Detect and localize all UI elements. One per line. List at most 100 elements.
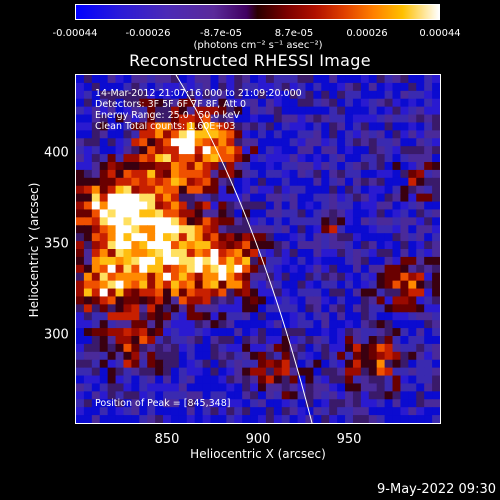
- heatmap-pixel: [242, 264, 251, 274]
- heatmap-pixel: [242, 407, 251, 416]
- heatmap-pixel: [115, 391, 125, 400]
- heatmap-pixel: [337, 320, 346, 329]
- heatmap-pixel: [376, 280, 386, 290]
- heatmap-pixel: [107, 177, 117, 187]
- heatmap-pixel: [376, 336, 386, 345]
- heatmap-pixel: [234, 162, 243, 171]
- heatmap-pixel: [131, 383, 140, 392]
- heatmap-pixel: [210, 75, 220, 84]
- heatmap-pixel: [210, 312, 220, 321]
- heatmap-pixel: [416, 304, 425, 313]
- heatmap-pixel: [424, 399, 433, 408]
- heatmap-pixel: [281, 130, 291, 139]
- heatmap-pixel: [226, 375, 235, 385]
- heatmap-pixel: [424, 264, 433, 274]
- heatmap-pixel: [99, 343, 109, 353]
- heatmap-pixel: [76, 399, 85, 408]
- heatmap-pixel: [234, 280, 243, 290]
- heatmap-pixel: [352, 296, 362, 305]
- heatmap-pixel: [226, 82, 235, 92]
- heatmap-pixel: [258, 75, 267, 84]
- heatmap-pixel: [242, 233, 251, 242]
- heatmap-pixel: [139, 407, 148, 416]
- heatmap-pixel: [392, 154, 402, 163]
- heatmap-pixel: [376, 82, 386, 92]
- heatmap-pixel: [313, 146, 322, 155]
- heatmap-pixel: [416, 193, 425, 203]
- heatmap-pixel: [186, 98, 196, 108]
- heatmap-pixel: [170, 185, 180, 195]
- heatmap-pixel: [194, 98, 204, 108]
- heatmap-pixel: [384, 367, 394, 377]
- heatmap-pixel: [345, 154, 354, 163]
- heatmap-pixel: [258, 304, 267, 313]
- heatmap-pixel: [384, 288, 394, 298]
- heatmap-pixel: [123, 201, 132, 211]
- heatmap-pixel: [313, 122, 322, 131]
- heatmap-pixel: [242, 146, 251, 155]
- heatmap-pixel: [424, 415, 433, 423]
- heatmap-pixel: [352, 225, 362, 234]
- heatmap-pixel: [337, 193, 346, 203]
- heatmap-pixel: [242, 336, 251, 345]
- heatmap-pixel: [337, 90, 346, 100]
- heatmap-pixel: [281, 75, 291, 84]
- heatmap-pixel: [91, 383, 101, 392]
- y-tick-label: 300: [44, 327, 69, 343]
- heatmap-pixel: [416, 415, 425, 423]
- heatmap-pixel: [107, 383, 117, 392]
- heatmap-pixel: [170, 122, 180, 131]
- heatmap-pixel: [242, 130, 251, 139]
- heatmap-pixel: [218, 241, 227, 250]
- heatmap-pixel: [400, 130, 409, 139]
- heatmap-pixel: [147, 233, 156, 242]
- heatmap-pixel: [424, 336, 433, 345]
- heatmap-pixel: [337, 407, 346, 416]
- heatmap-pixel: [281, 288, 291, 298]
- heatmap-pixel: [432, 296, 440, 305]
- heatmap-pixel: [147, 280, 156, 290]
- heatmap-pixel: [107, 201, 117, 211]
- heatmap-pixel: [376, 75, 386, 84]
- heatmap-pixel: [408, 82, 417, 92]
- heatmap-pixel: [210, 343, 220, 353]
- heatmap-pixel: [83, 201, 93, 211]
- heatmap-pixel: [170, 154, 180, 163]
- heatmap-pixel: [273, 138, 283, 147]
- heatmap-pixel: [360, 241, 370, 250]
- heatmap-pixel: [218, 209, 227, 218]
- x-tick-label: 950: [336, 432, 362, 447]
- heatmap-pixel: [337, 383, 346, 392]
- heatmap-pixel: [123, 407, 132, 416]
- heatmap-pixel: [258, 130, 267, 139]
- heatmap-pixel: [289, 312, 299, 321]
- heatmap-pixel: [123, 280, 132, 290]
- heatmap-pixel: [352, 391, 362, 400]
- heatmap-pixel: [352, 383, 362, 392]
- heatmap-pixel: [329, 328, 338, 337]
- heatmap-pixel: [416, 391, 425, 400]
- heatmap-pixel: [91, 209, 101, 218]
- heatmap-pixel: [265, 209, 275, 218]
- heatmap-pixel: [352, 209, 362, 218]
- heatmap-pixel: [163, 343, 172, 353]
- heatmap-pixel: [234, 98, 243, 108]
- heatmap-pixel: [360, 90, 370, 100]
- heatmap-pixel: [178, 75, 188, 84]
- heatmap-pixel: [115, 98, 125, 108]
- heatmap-pixel: [155, 185, 164, 195]
- heatmap-pixel: [281, 256, 291, 266]
- heatmap-pixel: [384, 241, 394, 250]
- solar-limb: [175, 75, 313, 423]
- heatmap-pixel: [170, 375, 180, 385]
- heatmap-pixel: [139, 106, 148, 116]
- heatmap-pixel: [281, 90, 291, 100]
- heatmap-pixel: [265, 343, 275, 353]
- heatmap-pixel: [163, 288, 172, 298]
- heatmap-pixel: [352, 351, 362, 361]
- heatmap-pixel: [416, 82, 425, 92]
- heatmap-pixel: [107, 225, 117, 234]
- heatmap-pixel: [281, 351, 291, 361]
- heatmap-pixel: [210, 138, 220, 147]
- heatmap-pixel: [400, 75, 409, 84]
